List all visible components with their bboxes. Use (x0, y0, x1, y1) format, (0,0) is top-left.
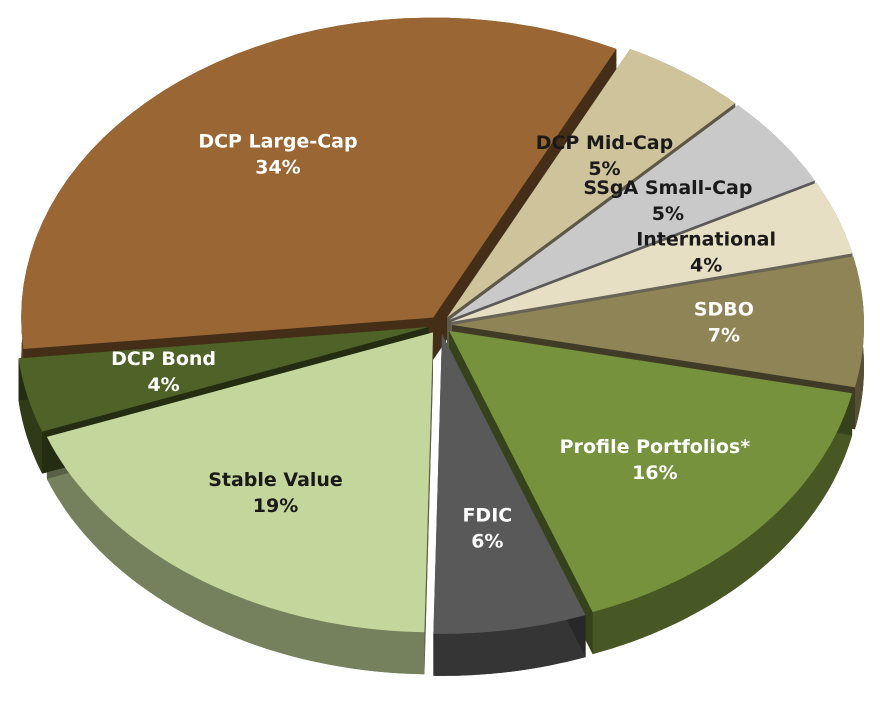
slice-label: Profile Portfolios* (560, 436, 751, 458)
slice (21, 17, 617, 349)
slice-label: DCP Large-Cap (198, 131, 357, 153)
value-label: 5% (588, 158, 620, 180)
value-label: 4% (147, 374, 179, 396)
value-label: 4% (690, 254, 722, 276)
slice-side (46, 436, 425, 675)
slice-label: Stable Value (208, 469, 343, 491)
slice-label: International (636, 228, 776, 250)
slice-tops (18, 17, 864, 634)
value-label: 5% (652, 203, 684, 225)
value-label: 34% (255, 157, 300, 179)
value-label: 19% (253, 495, 298, 517)
slice (451, 256, 864, 388)
slice-side (433, 615, 586, 676)
slice-label: SDBO (694, 298, 754, 320)
slice (433, 333, 586, 634)
slice-label: SSgA Small-Cap (583, 177, 752, 199)
value-label: 16% (632, 462, 677, 484)
slice-label: DCP Bond (111, 348, 216, 370)
value-label: 7% (708, 324, 740, 346)
slice (449, 330, 853, 613)
slice (446, 49, 736, 318)
slice (18, 327, 429, 432)
slice (449, 105, 815, 320)
slice-side (424, 332, 433, 675)
slice-side (592, 393, 853, 655)
slice-label: FDIC (462, 505, 512, 527)
slice (451, 182, 853, 322)
value-label: 6% (471, 531, 503, 553)
slice (46, 332, 434, 633)
slice-label: DCP Mid-Cap (536, 132, 674, 154)
